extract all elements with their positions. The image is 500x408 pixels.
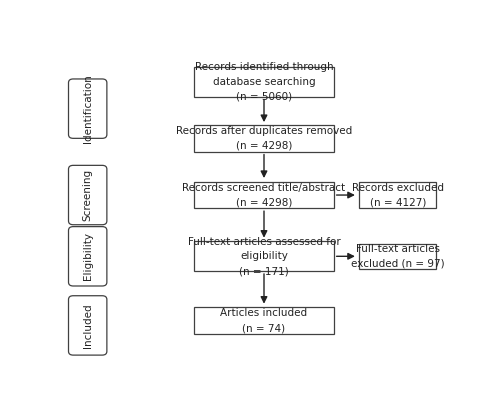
Text: Articles included
(n = 74): Articles included (n = 74) — [220, 308, 308, 333]
Text: Records screened title/abstract
(n = 4298): Records screened title/abstract (n = 429… — [182, 183, 346, 207]
Bar — [194, 242, 334, 271]
Text: Full-text articles assessed for
eligibility
(n = 171): Full-text articles assessed for eligibil… — [188, 237, 340, 276]
Bar — [359, 182, 436, 208]
Text: Included: Included — [82, 303, 92, 348]
Text: Records excluded
(n = 4127): Records excluded (n = 4127) — [352, 183, 444, 207]
FancyBboxPatch shape — [68, 79, 107, 138]
Text: Identification: Identification — [82, 74, 92, 143]
Bar — [194, 182, 334, 208]
FancyBboxPatch shape — [68, 296, 107, 355]
Text: Screening: Screening — [82, 169, 92, 221]
Text: Records after duplicates removed
(n = 4298): Records after duplicates removed (n = 42… — [176, 126, 352, 151]
Bar — [194, 125, 334, 152]
FancyBboxPatch shape — [68, 226, 107, 286]
Text: Full-text articles
excluded (n = 97): Full-text articles excluded (n = 97) — [351, 244, 444, 269]
Bar — [194, 67, 334, 97]
FancyBboxPatch shape — [68, 165, 107, 225]
Bar — [194, 307, 334, 334]
Text: Records identified through
database searching
(n = 5060): Records identified through database sear… — [194, 62, 334, 102]
Text: Eligibility: Eligibility — [82, 232, 92, 280]
Bar — [359, 244, 436, 269]
